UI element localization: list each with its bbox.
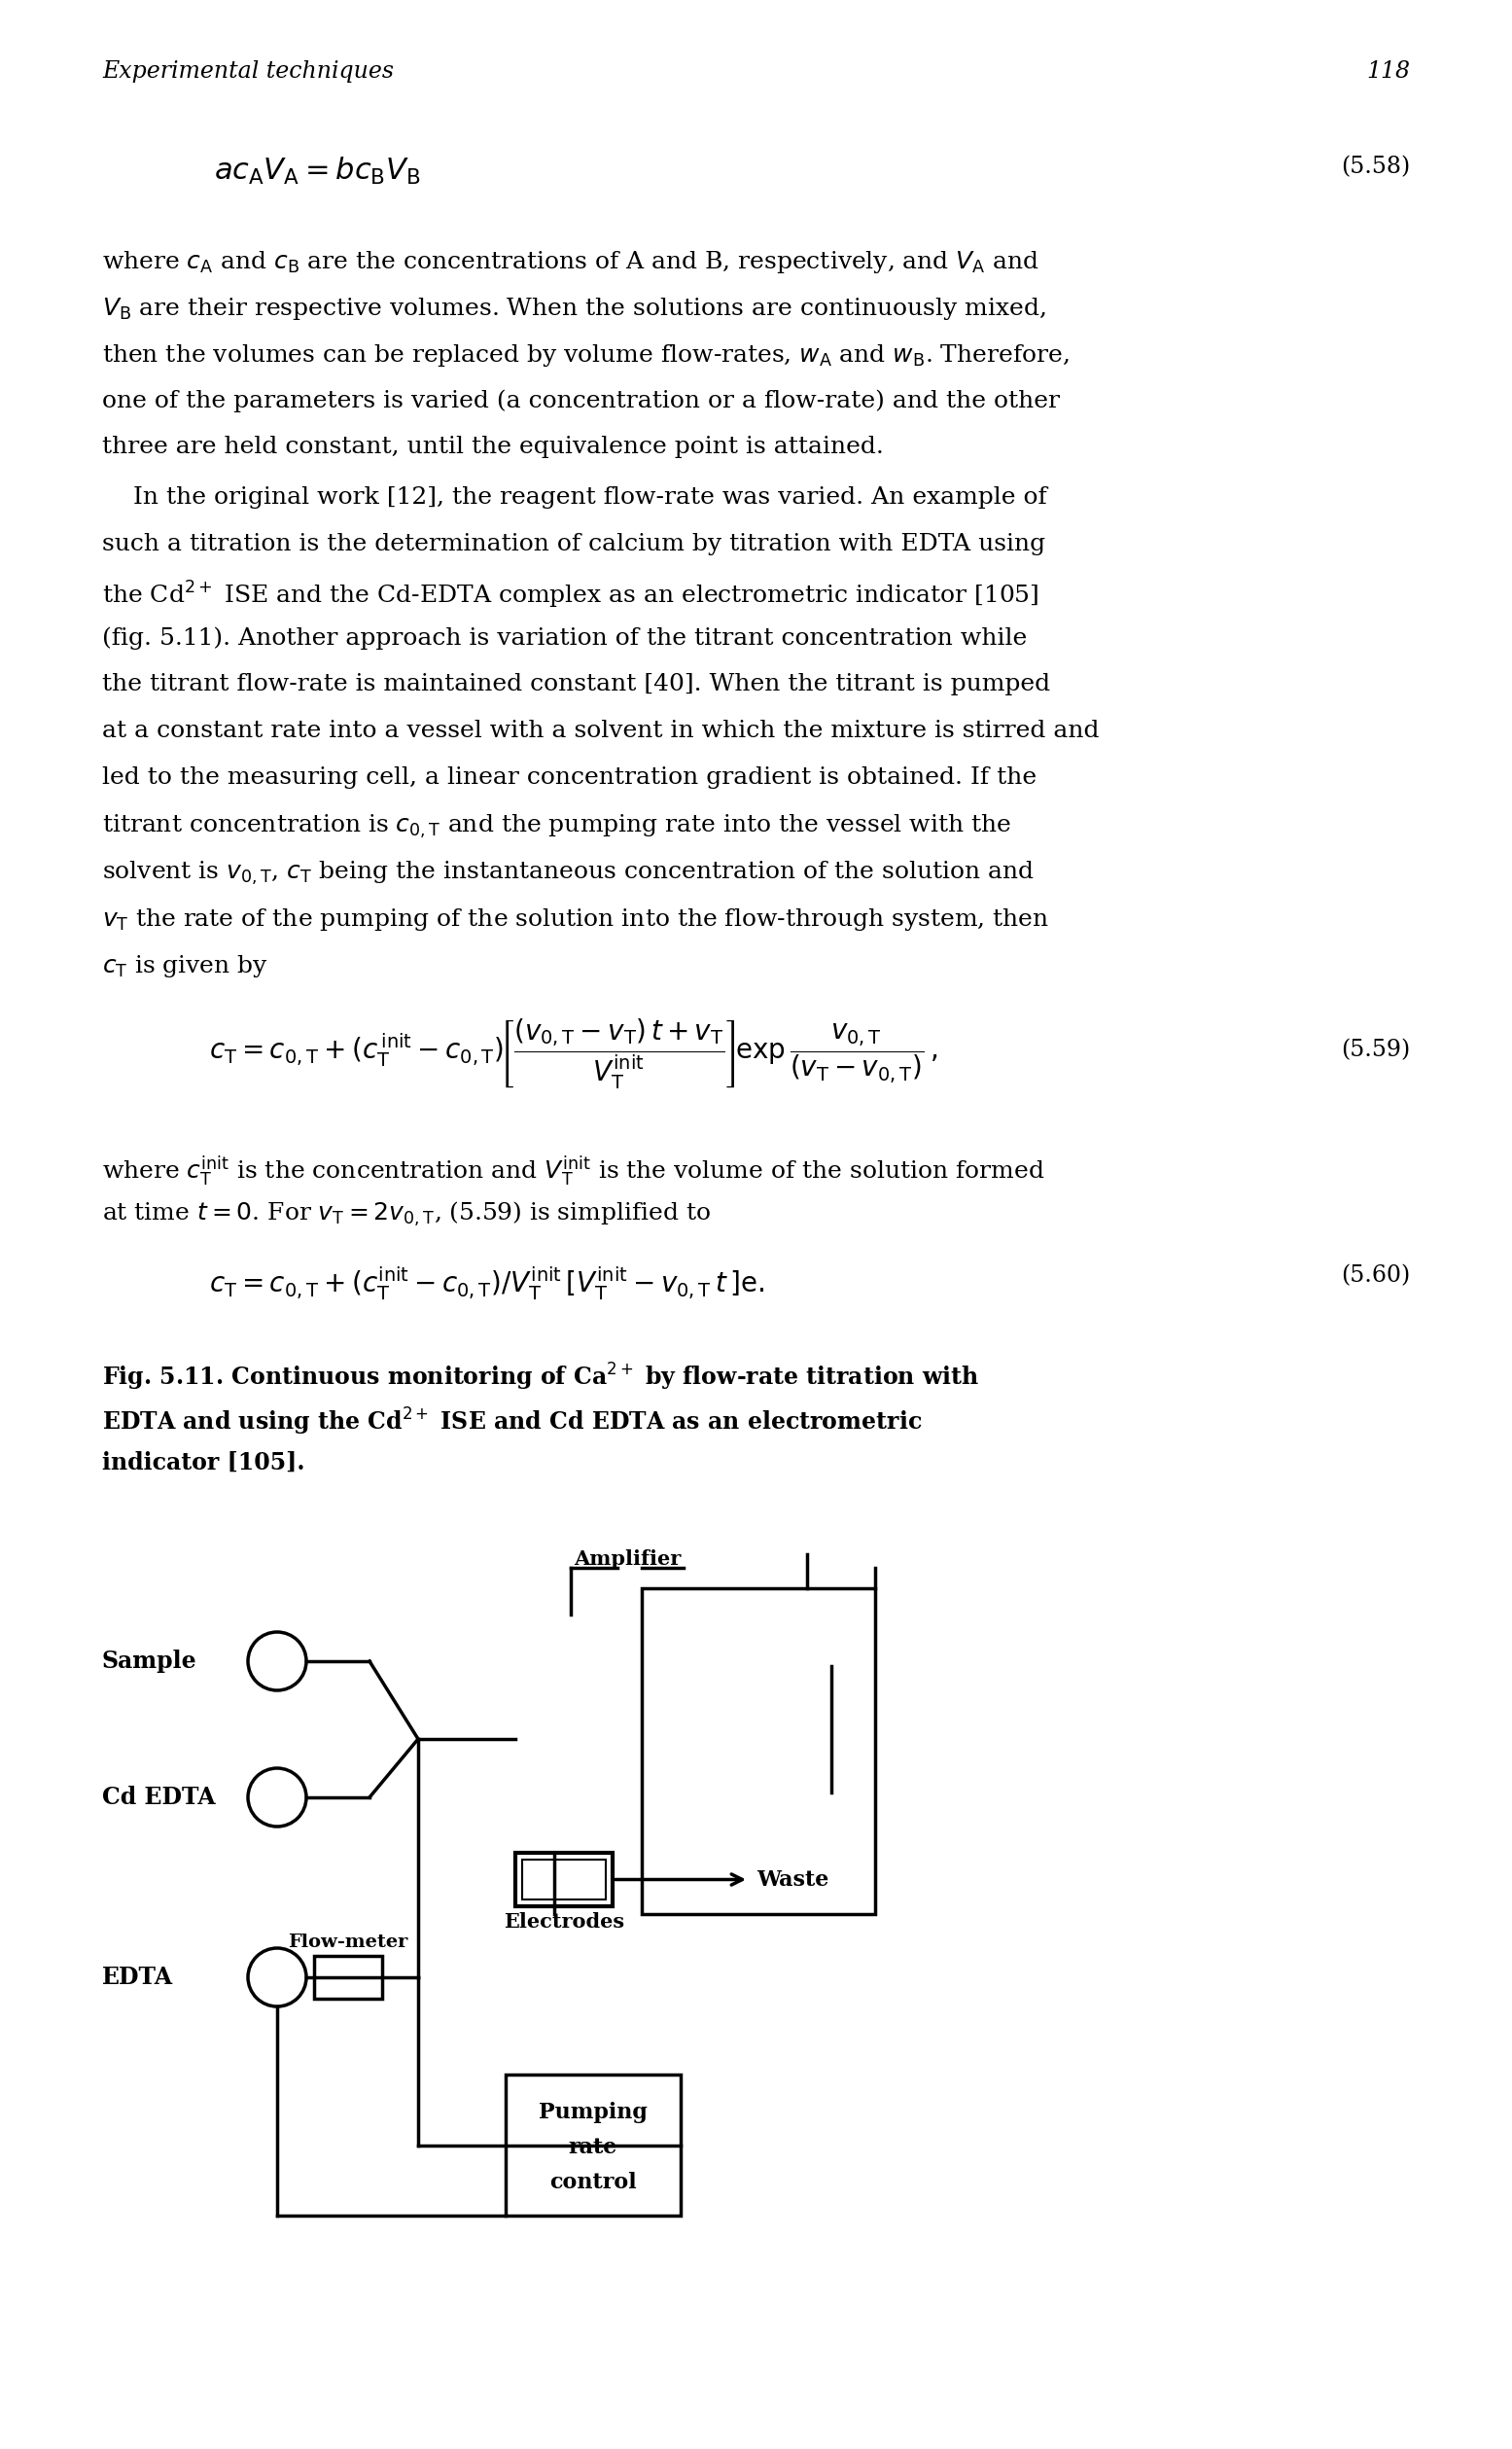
Text: Pumping: Pumping <box>538 2101 647 2123</box>
Text: the titrant flow-rate is maintained constant [40]. When the titrant is pumped: the titrant flow-rate is maintained cons… <box>103 673 1051 696</box>
Text: $V_{\mathrm{B}}$ are their respective volumes. When the solutions are continuous: $V_{\mathrm{B}}$ are their respective vo… <box>103 296 1046 321</box>
Text: indicator [105].: indicator [105]. <box>103 1452 305 1474</box>
Text: (5.58): (5.58) <box>1341 157 1409 179</box>
Text: Fig. 5.11. Continuous monitoring of Ca$^{2+}$ by flow-rate titration with: Fig. 5.11. Continuous monitoring of Ca$^… <box>103 1362 980 1393</box>
Text: (5.59): (5.59) <box>1341 1038 1409 1060</box>
Text: Flow-meter: Flow-meter <box>289 1935 408 1952</box>
Text: where $c_{\mathrm{T}}^{\mathrm{init}}$ is the concentration and $V_{\mathrm{T}}^: where $c_{\mathrm{T}}^{\mathrm{init}}$ i… <box>103 1153 1045 1188</box>
Text: Waste: Waste <box>756 1869 829 1891</box>
Text: EDTA: EDTA <box>103 1967 174 1989</box>
Text: rate: rate <box>569 2138 617 2158</box>
Text: $c_{\mathrm{T}} = c_{0,\mathrm{T}} + (c_{\mathrm{T}}^{\,\mathrm{init}}- c_{0,\ma: $c_{\mathrm{T}} = c_{0,\mathrm{T}} + (c_… <box>209 1016 937 1092</box>
Text: Cd EDTA: Cd EDTA <box>103 1785 216 1810</box>
Text: one of the parameters is varied (a concentration or a flow-rate) and the other: one of the parameters is varied (a conce… <box>103 389 1060 411</box>
Text: at a constant rate into a vessel with a solvent in which the mixture is stirred : at a constant rate into a vessel with a … <box>103 720 1099 742</box>
Text: 118: 118 <box>1367 61 1409 83</box>
Text: In the original work [12], the reagent flow-rate was varied. An example of: In the original work [12], the reagent f… <box>103 487 1046 509</box>
Bar <box>505 2074 680 2216</box>
Text: solvent is $v_{0,\mathrm{T}}$, $c_{\mathrm{T}}$ being the instantaneous concentr: solvent is $v_{0,\mathrm{T}}$, $c_{\math… <box>103 860 1034 887</box>
Text: at time $t = 0$. For $v_{\mathrm{T}} = 2v_{0,\mathrm{T}}$, (5.59) is simplified : at time $t = 0$. For $v_{\mathrm{T}} = 2… <box>103 1200 711 1229</box>
Text: $c_{\mathrm{T}} = c_{0,\mathrm{T}} + (c_{\mathrm{T}}^{\mathrm{init}} - c_{0,\mat: $c_{\mathrm{T}} = c_{0,\mathrm{T}} + (c_… <box>209 1264 765 1303</box>
Text: $v_{\mathrm{T}}$ the rate of the pumping of the solution into the flow-through s: $v_{\mathrm{T}}$ the rate of the pumping… <box>103 906 1049 933</box>
Text: where $c_{\mathrm{A}}$ and $c_{\mathrm{B}}$ are the concentrations of A and B, r: where $c_{\mathrm{A}}$ and $c_{\mathrm{B… <box>103 250 1039 274</box>
Text: Amplifier: Amplifier <box>573 1550 680 1570</box>
Text: three are held constant, until the equivalence point is attained.: three are held constant, until the equiv… <box>103 436 883 458</box>
Text: the Cd$^{2+}$ ISE and the Cd-EDTA complex as an electrometric indicator [105]: the Cd$^{2+}$ ISE and the Cd-EDTA comple… <box>103 580 1039 610</box>
Text: $c_{\mathrm{T}}$ is given by: $c_{\mathrm{T}}$ is given by <box>103 953 268 980</box>
Text: EDTA and using the Cd$^{2+}$ ISE and Cd EDTA as an electrometric: EDTA and using the Cd$^{2+}$ ISE and Cd … <box>103 1406 922 1438</box>
Text: led to the measuring cell, a linear concentration gradient is obtained. If the: led to the measuring cell, a linear conc… <box>103 767 1037 789</box>
Text: $ac_{\mathrm{A}}V_{\mathrm{A}} = bc_{\mathrm{B}}V_{\mathrm{B}}$: $ac_{\mathrm{A}}V_{\mathrm{A}} = bc_{\ma… <box>213 157 420 186</box>
Bar <box>516 1854 612 1905</box>
Text: Experimental techniques: Experimental techniques <box>103 61 393 83</box>
Text: such a titration is the determination of calcium by titration with EDTA using: such a titration is the determination of… <box>103 534 1045 556</box>
Text: (5.60): (5.60) <box>1341 1264 1409 1286</box>
Bar <box>314 1957 383 1998</box>
Text: titrant concentration is $c_{0,\mathrm{T}}$ and the pumping rate into the vessel: titrant concentration is $c_{0,\mathrm{T… <box>103 813 1012 840</box>
Bar <box>522 1859 606 1900</box>
Text: Sample: Sample <box>103 1651 197 1673</box>
Text: (fig. 5.11). Another approach is variation of the titrant concentration while: (fig. 5.11). Another approach is variati… <box>103 627 1027 649</box>
Bar <box>641 1589 875 1915</box>
Text: then the volumes can be replaced by volume flow-rates, $w_{\mathrm{A}}$ and $w_{: then the volumes can be replaced by volu… <box>103 343 1069 370</box>
Text: control: control <box>549 2172 637 2194</box>
Text: Electrodes: Electrodes <box>503 1913 624 1932</box>
